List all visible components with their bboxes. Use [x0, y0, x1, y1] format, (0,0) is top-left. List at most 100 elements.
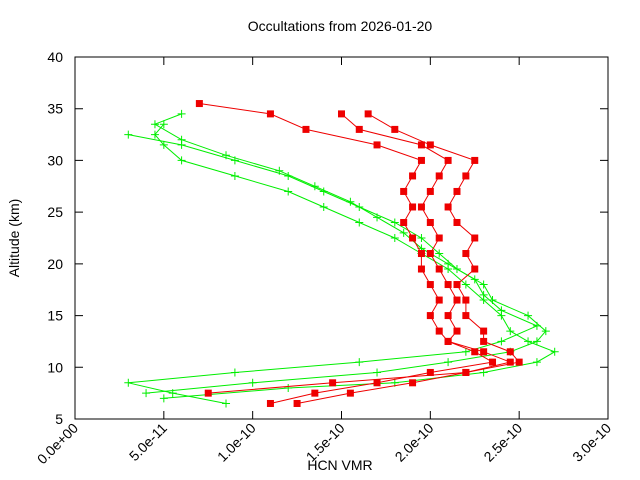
point [488, 296, 497, 305]
point [444, 281, 452, 289]
point [532, 337, 541, 346]
profile-line [128, 134, 547, 394]
point [364, 110, 372, 118]
point [177, 109, 186, 118]
point [409, 234, 417, 242]
y-tick-label: 10 [47, 359, 63, 375]
point [373, 379, 381, 387]
x-axis-label: HCN VMR [307, 457, 372, 473]
point [426, 250, 434, 258]
point [266, 399, 274, 407]
point [444, 358, 453, 367]
point [435, 296, 443, 304]
point [150, 120, 159, 129]
point [124, 378, 133, 387]
point [524, 311, 533, 320]
point [390, 234, 399, 242]
point [479, 280, 488, 289]
profile-line [154, 123, 556, 399]
point [471, 234, 479, 242]
point [471, 265, 479, 273]
y-tick-label: 5 [55, 411, 63, 427]
point [204, 389, 212, 397]
point [159, 140, 168, 149]
point [417, 141, 425, 149]
point [471, 348, 479, 356]
y-tick-label: 15 [47, 308, 63, 324]
point [480, 327, 488, 335]
point [417, 250, 425, 258]
point [435, 172, 443, 180]
point [506, 348, 514, 356]
point [142, 389, 151, 398]
point [461, 347, 470, 356]
y-tick-label: 20 [47, 256, 63, 272]
point [506, 327, 515, 336]
point [453, 281, 461, 289]
point [346, 389, 354, 397]
point [373, 368, 382, 377]
point [409, 379, 417, 387]
point [435, 265, 443, 273]
point [409, 203, 417, 211]
point [284, 187, 293, 196]
point [550, 347, 559, 356]
point [150, 130, 159, 139]
point [426, 281, 434, 289]
point [453, 296, 461, 304]
point [435, 327, 443, 335]
point [355, 218, 364, 227]
point [159, 394, 168, 403]
point [444, 337, 452, 345]
point [417, 265, 425, 273]
point [479, 290, 488, 299]
point [532, 358, 541, 367]
point [284, 383, 293, 392]
point [479, 368, 488, 377]
point [399, 228, 408, 237]
point [489, 358, 497, 366]
profile-line [297, 113, 521, 404]
point [506, 358, 514, 366]
point [284, 171, 293, 180]
point [391, 125, 399, 133]
plot-border [74, 56, 609, 420]
point [230, 171, 239, 180]
point [266, 110, 274, 118]
point [462, 368, 470, 376]
y-tick-label: 40 [47, 49, 63, 65]
point [355, 202, 364, 211]
point [230, 368, 239, 377]
point [248, 378, 257, 387]
point [435, 249, 444, 258]
point [444, 203, 452, 211]
point [462, 296, 470, 304]
profile-line [199, 103, 512, 394]
point [462, 312, 470, 320]
point [452, 265, 461, 274]
point [417, 203, 425, 211]
point [373, 141, 381, 149]
point [319, 187, 328, 196]
point [480, 348, 488, 356]
point [541, 327, 550, 336]
profile-line [270, 113, 494, 404]
point [524, 337, 533, 346]
y-tick-label: 30 [47, 152, 63, 168]
point [444, 312, 452, 320]
point [400, 218, 408, 226]
point [338, 110, 345, 118]
point [355, 125, 363, 133]
point [417, 156, 425, 164]
y-axis-label: Altitude (km) [6, 199, 22, 278]
point [400, 187, 408, 195]
point [480, 337, 488, 345]
point [222, 399, 231, 408]
point [471, 156, 479, 164]
chart-title: Occultations from 2026-01-20 [248, 18, 433, 34]
point [426, 218, 434, 226]
point [453, 187, 461, 195]
point [409, 172, 417, 180]
